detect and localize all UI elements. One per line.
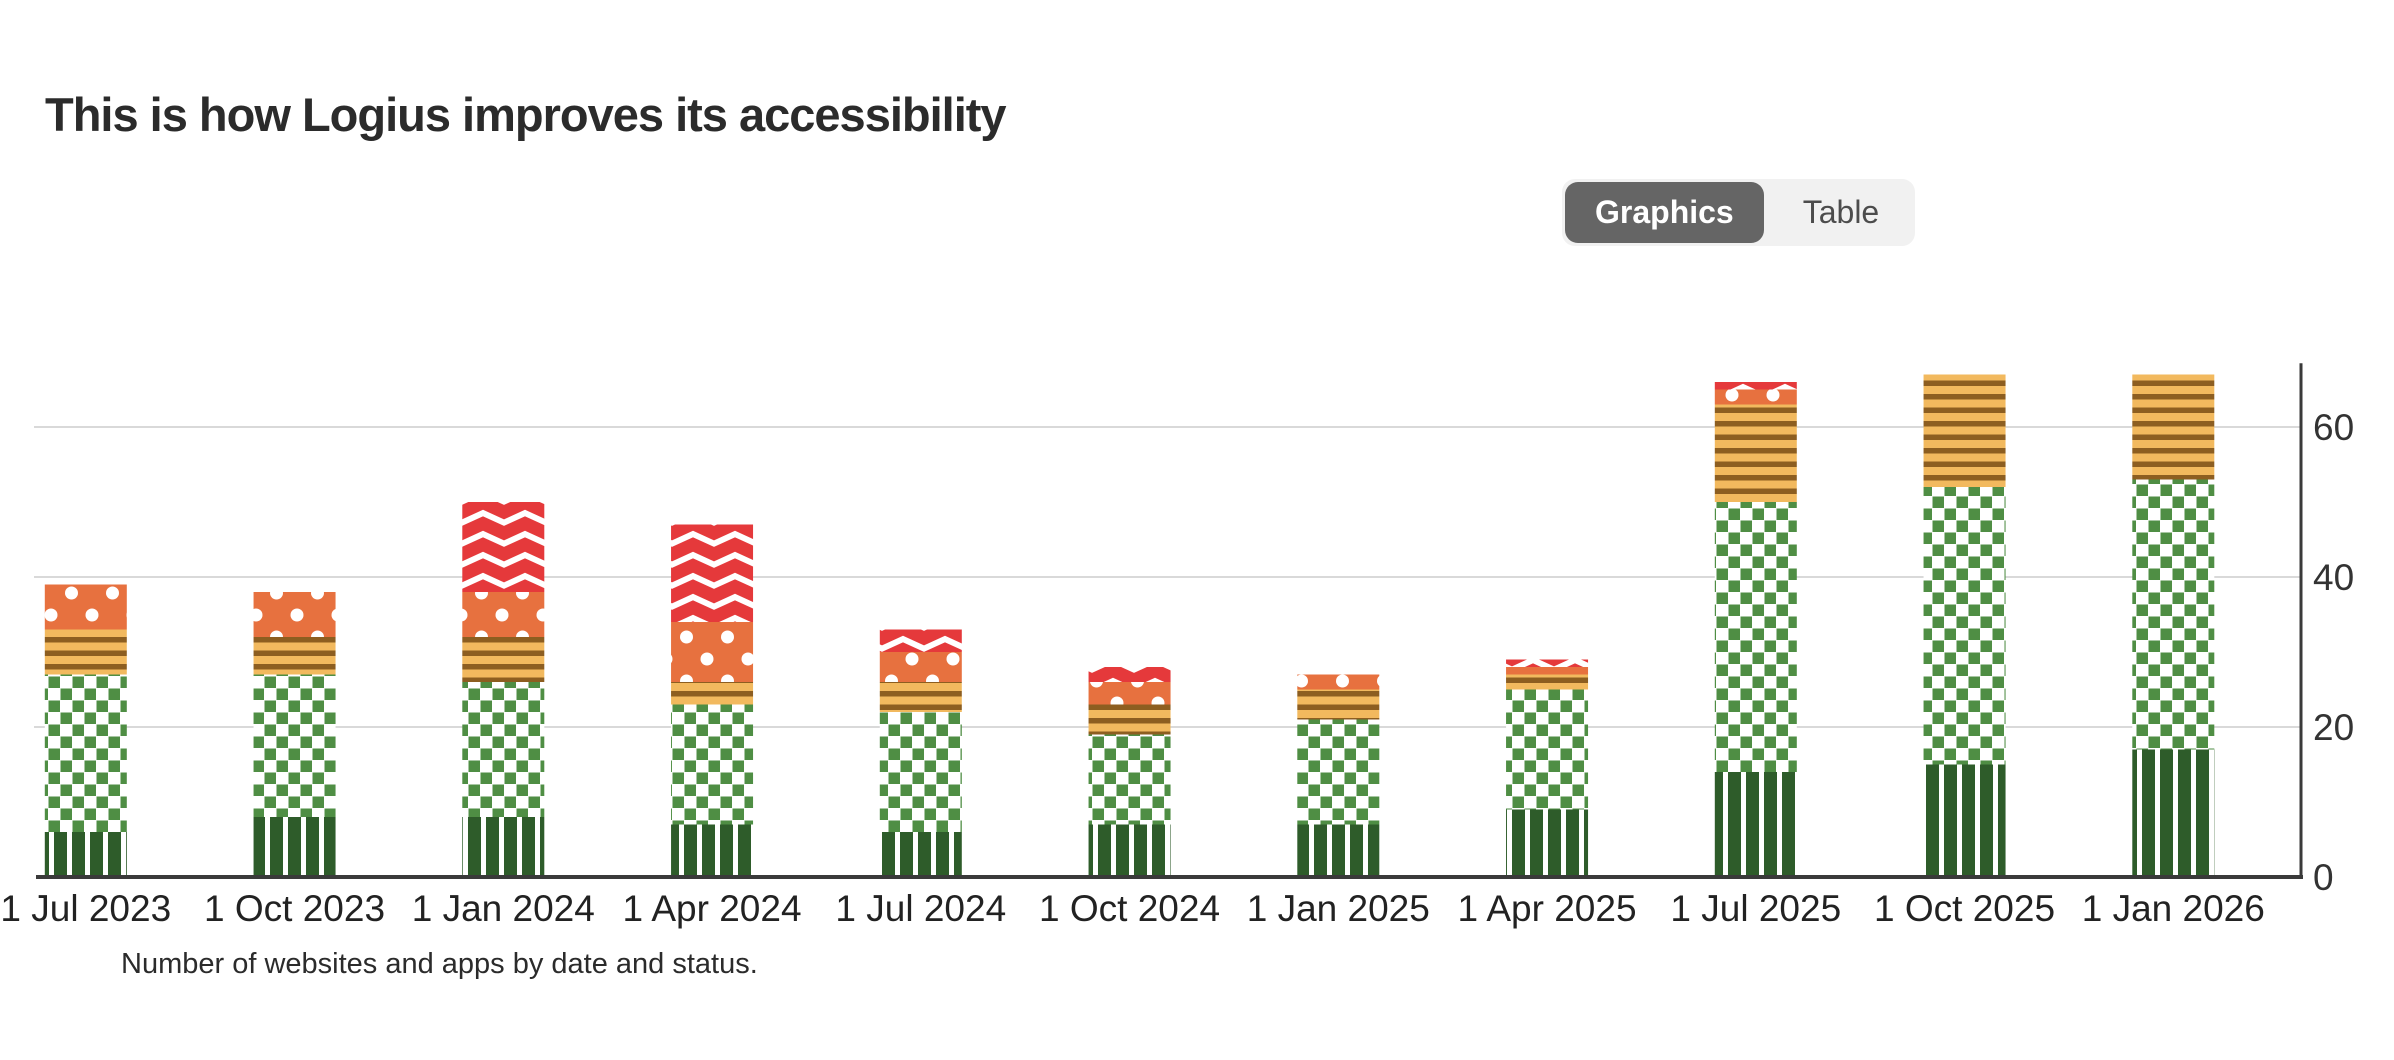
bar-1-jan-2024: [462, 502, 545, 877]
y-tick-label: 20: [2313, 707, 2354, 748]
bar-segment-green-checkerboard[interactable]: [1297, 719, 1380, 825]
bar-1-jan-2026: [2132, 374, 2215, 878]
bar-segment-gold-horizontal-stripes[interactable]: [1714, 404, 1797, 503]
bars: [44, 374, 2215, 878]
bar-segment-red-zigzag[interactable]: [879, 629, 962, 653]
view-toggle: Graphics Table: [1562, 179, 1916, 246]
bar-segment-green-checkerboard[interactable]: [879, 712, 962, 832]
bar-segment-dark-green-vertical-stripes[interactable]: [44, 832, 127, 877]
chart-caption: Number of websites and apps by date and …: [121, 948, 758, 980]
bar-segment-dark-green-vertical-stripes[interactable]: [462, 817, 545, 877]
bar-segment-gold-horizontal-stripes[interactable]: [2132, 374, 2215, 480]
bar-segment-orange-white-dots[interactable]: [253, 592, 336, 637]
bar-segment-green-checkerboard[interactable]: [1714, 502, 1797, 772]
x-tick-label: 1 Jan 2025: [1247, 888, 1430, 929]
bar-segment-gold-horizontal-stripes[interactable]: [1088, 704, 1171, 735]
y-tick-label: 40: [2313, 557, 2354, 598]
bar-segment-red-zigzag[interactable]: [1506, 659, 1589, 668]
bar-segment-gold-horizontal-stripes[interactable]: [44, 629, 127, 675]
bar-segment-green-checkerboard[interactable]: [671, 704, 754, 825]
bar-1-jul-2024: [879, 629, 962, 877]
bar-segment-orange-white-dots[interactable]: [462, 592, 545, 637]
x-tick-label: 1 Jan 2026: [2082, 888, 2265, 929]
x-tick-label: 1 Apr 2024: [623, 888, 802, 929]
bar-segment-dark-green-vertical-stripes[interactable]: [1506, 809, 1589, 878]
graphics-toggle-button[interactable]: Graphics: [1565, 182, 1764, 243]
x-tick-label: 1 Jul 2023: [0, 888, 171, 929]
bar-segment-green-checkerboard[interactable]: [253, 674, 336, 818]
bar-segment-dark-green-vertical-stripes[interactable]: [2132, 749, 2215, 878]
x-tick-label: 1 Oct 2025: [1874, 888, 2055, 929]
bar-segment-orange-white-dots[interactable]: [1297, 674, 1380, 690]
bar-segment-dark-green-vertical-stripes[interactable]: [1923, 764, 2006, 878]
bar-1-oct-2025: [1923, 374, 2006, 878]
bar-segment-gold-horizontal-stripes[interactable]: [1923, 374, 2006, 488]
bar-segment-green-checkerboard[interactable]: [2132, 479, 2215, 750]
y-tick-label: 0: [2313, 857, 2334, 898]
bar-segment-gold-horizontal-stripes[interactable]: [462, 637, 545, 682]
y-tick-label: 60: [2313, 407, 2354, 448]
stacked-bar-chart: 1 Jul 2023 1 Oct 2023 1 Jan 2024 1 Apr 2024…: [0, 363, 2354, 929]
bar-1-apr-2024: [671, 524, 754, 878]
bar-segment-gold-horizontal-stripes[interactable]: [1506, 674, 1589, 690]
bar-1-apr-2025: [1506, 659, 1589, 878]
x-tick-label: 1 Jul 2024: [835, 888, 1006, 929]
bar-segment-red-zigzag[interactable]: [462, 502, 545, 592]
x-tick-label: 1 Jan 2024: [412, 888, 595, 929]
x-tick-label: 1 Jul 2025: [1670, 888, 1841, 929]
bar-segment-orange-white-dots[interactable]: [1088, 682, 1171, 705]
bar-segment-orange-white-dots[interactable]: [879, 652, 962, 682]
bar-1-oct-2023: [253, 592, 336, 877]
bar-1-oct-2024: [1088, 667, 1171, 878]
bar-segment-orange-white-dots[interactable]: [1714, 389, 1797, 405]
bar-segment-gold-horizontal-stripes[interactable]: [1297, 689, 1380, 720]
bar-segment-green-checkerboard[interactable]: [1506, 689, 1589, 810]
x-tick-label: 1 Apr 2025: [1458, 888, 1637, 929]
bar-segment-dark-green-vertical-stripes[interactable]: [671, 824, 754, 878]
bar-segment-gold-horizontal-stripes[interactable]: [671, 682, 754, 705]
bar-segment-dark-green-vertical-stripes[interactable]: [879, 832, 962, 877]
x-tick-label: 1 Oct 2023: [204, 888, 385, 929]
bar-segment-green-checkerboard[interactable]: [462, 682, 545, 817]
bar-segment-red-zigzag[interactable]: [1714, 382, 1797, 390]
bar-segment-green-checkerboard[interactable]: [44, 674, 127, 833]
bar-segment-dark-green-vertical-stripes[interactable]: [1088, 824, 1171, 878]
bar-segment-gold-horizontal-stripes[interactable]: [879, 682, 962, 712]
bar-segment-green-checkerboard[interactable]: [1923, 487, 2006, 765]
bar-segment-orange-white-dots[interactable]: [1506, 667, 1589, 675]
bar-segment-red-zigzag[interactable]: [1088, 667, 1171, 682]
bar-1-jan-2025: [1297, 674, 1380, 878]
page-title: This is how Logius improves its accessib…: [45, 88, 1007, 142]
x-tick-label: 1 Oct 2024: [1039, 888, 1220, 929]
bar-segment-red-zigzag[interactable]: [671, 524, 754, 623]
bar-segment-dark-green-vertical-stripes[interactable]: [253, 817, 336, 877]
bar-segment-green-checkerboard[interactable]: [1088, 734, 1171, 825]
bar-segment-orange-white-dots[interactable]: [44, 584, 127, 630]
bar-1-jul-2023: [44, 584, 127, 877]
bar-segment-gold-horizontal-stripes[interactable]: [253, 637, 336, 675]
table-toggle-button[interactable]: Table: [1767, 179, 1916, 246]
bar-segment-orange-white-dots[interactable]: [671, 622, 754, 682]
bar-segment-dark-green-vertical-stripes[interactable]: [1297, 824, 1380, 878]
bar-1-jul-2025: [1714, 382, 1797, 877]
bar-segment-dark-green-vertical-stripes[interactable]: [1714, 772, 1797, 877]
